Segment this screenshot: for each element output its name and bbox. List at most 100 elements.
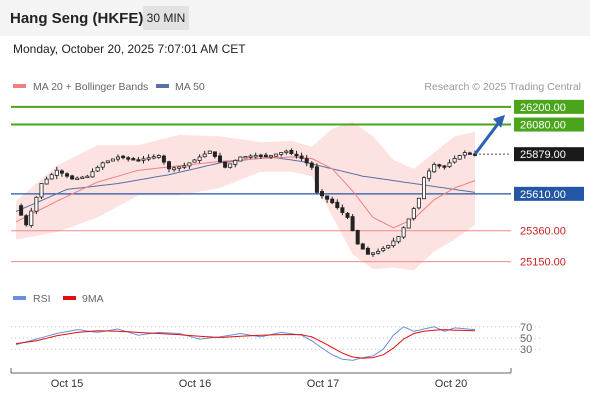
- x-tick-label-3: Oct 20: [435, 378, 467, 390]
- candle-body: [110, 158, 115, 162]
- candle-body: [381, 248, 386, 252]
- x-tick-label-2: Oct 17: [307, 378, 339, 390]
- candle-body: [105, 160, 110, 164]
- candle-body: [187, 162, 192, 167]
- candle-body: [304, 158, 309, 164]
- ma50-legend-label: MA 50: [175, 81, 205, 93]
- candle-body: [49, 174, 54, 180]
- candle-body: [365, 247, 370, 255]
- rsi-tick-70: 70: [520, 322, 532, 334]
- candle-body: [406, 218, 411, 229]
- candle-body: [19, 205, 24, 216]
- candle-body: [309, 162, 314, 168]
- candle-body: [335, 201, 340, 209]
- rsi-legend-swatch: [13, 296, 26, 300]
- candle-body: [70, 175, 75, 180]
- candle-body: [59, 170, 64, 174]
- candle-body: [294, 153, 299, 157]
- candle-body: [289, 149, 294, 154]
- rsi-legend-label: RSI: [33, 293, 51, 305]
- candle-body: [126, 157, 131, 160]
- candle-body: [156, 155, 161, 158]
- candle-body: [192, 159, 197, 163]
- candle-body: [330, 198, 335, 204]
- rsi-ma-legend-label: 9MA: [82, 293, 104, 305]
- candle-body: [452, 158, 457, 163]
- candle-body: [75, 177, 80, 181]
- candle-body: [360, 243, 365, 250]
- candle-body: [427, 170, 432, 179]
- candle-body: [457, 155, 462, 160]
- candle-body: [34, 196, 39, 212]
- candle-body: [217, 155, 222, 163]
- candle-body: [161, 155, 166, 163]
- candle-body: [141, 158, 146, 161]
- level-label-25150-00: 25150.00: [520, 257, 566, 269]
- candle-body: [319, 191, 324, 197]
- candle-body: [100, 162, 105, 168]
- candle-body: [95, 166, 100, 172]
- candle-body: [391, 240, 396, 247]
- candle-body: [172, 167, 177, 171]
- rsi-tick-30: 30: [520, 344, 532, 356]
- candle-body: [416, 197, 421, 209]
- candle-body: [207, 150, 212, 154]
- candle-body: [442, 165, 447, 168]
- candle-body: [90, 171, 95, 178]
- candle-body: [325, 195, 330, 200]
- candle-body: [39, 183, 44, 198]
- level-tag-25879-00: [514, 147, 584, 162]
- copyright-text: Research © 2025 Trading Central: [424, 81, 581, 93]
- candle-body: [411, 208, 416, 219]
- candle-body: [467, 152, 472, 155]
- candle-body: [233, 160, 238, 165]
- candle-body: [80, 176, 85, 180]
- candle-body: [396, 236, 401, 243]
- ma20-line: [15, 156, 476, 229]
- candle-body: [432, 163, 437, 173]
- candle-body: [197, 156, 202, 161]
- candle-body: [370, 252, 375, 255]
- level-tag-25610-00: [514, 186, 584, 201]
- candle-body: [401, 227, 406, 238]
- level-label-26080-00: 26080.00: [520, 120, 566, 132]
- candle-body: [65, 173, 70, 177]
- rsi-line: [15, 326, 476, 361]
- candle-body: [177, 166, 182, 169]
- candle-body: [462, 152, 467, 156]
- candle-body: [151, 156, 156, 159]
- rsi-ma-legend-swatch: [63, 296, 76, 300]
- candle-body: [253, 155, 258, 158]
- candle-body: [44, 178, 49, 185]
- chart-header: Hang Seng (HKFE) 30 MIN: [0, 0, 590, 36]
- ma50-legend-swatch: [156, 84, 169, 88]
- x-tick-label-1: Oct 16: [179, 378, 211, 390]
- interval-button[interactable]: 30 MIN: [143, 6, 189, 30]
- candle-body: [166, 161, 171, 170]
- candle-body: [248, 155, 253, 158]
- chart-datetime: Monday, October 20, 2025 7:07:01 AM CET: [13, 42, 246, 56]
- candle-body: [182, 165, 187, 168]
- candle-body: [350, 216, 355, 232]
- candle-body: [345, 212, 350, 218]
- rsi-ma-line: [15, 329, 476, 359]
- level-tag-26080-00: [514, 117, 584, 132]
- candle-body: [263, 154, 268, 158]
- candle-body: [212, 151, 217, 157]
- candle-body: [131, 158, 136, 161]
- bollinger-band: [16, 121, 475, 271]
- candle-body: [421, 177, 426, 200]
- candle-body: [146, 157, 151, 160]
- candle-body: [136, 159, 141, 162]
- candle-body: [447, 162, 452, 168]
- ma20-legend-label: MA 20 + Bollinger Bands: [33, 81, 148, 93]
- level-label-26200-00: 26200.00: [520, 102, 566, 114]
- candle-body: [437, 164, 442, 167]
- candle-body: [24, 215, 29, 226]
- candle-body: [116, 156, 121, 160]
- instrument-title: Hang Seng (HKFE): [10, 10, 144, 27]
- candle-body: [202, 153, 207, 158]
- level-label-25360-00: 25360.00: [520, 226, 566, 238]
- candle-body: [258, 154, 263, 157]
